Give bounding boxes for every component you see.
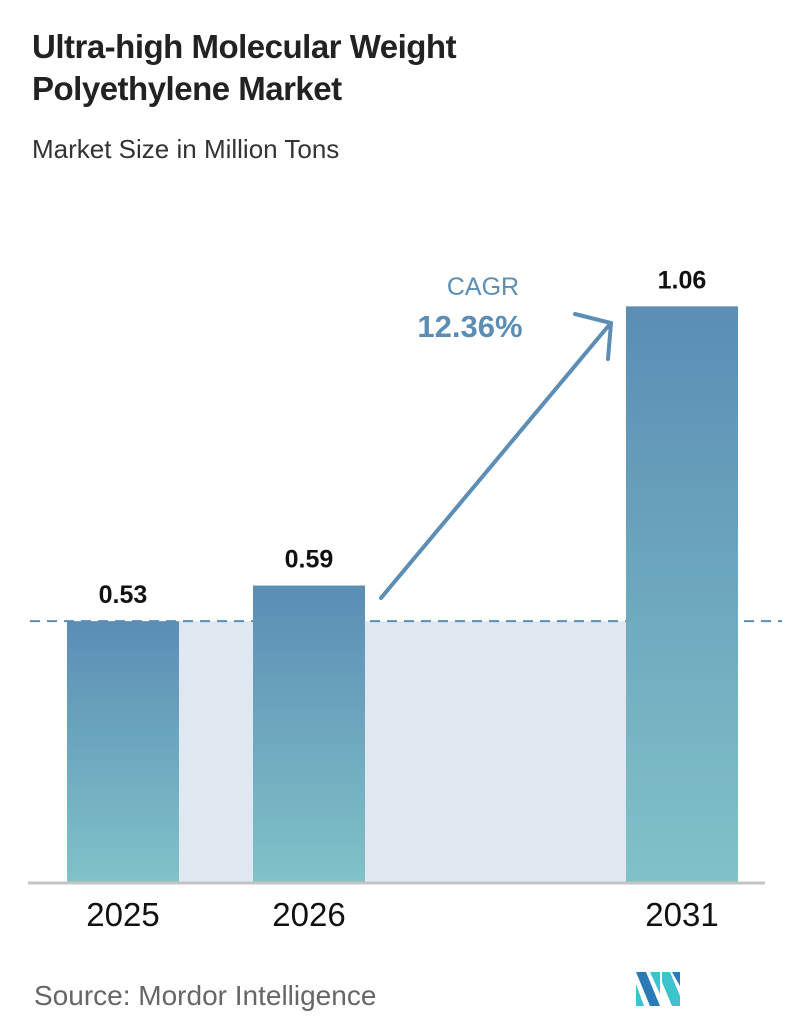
chart-title: Ultra-high Molecular Weight Polyethylene… — [32, 28, 457, 107]
bar-2026 — [253, 585, 365, 882]
source-note: Source: Mordor Intelligence — [34, 980, 377, 1011]
chart-subtitle: Market Size in Million Tons — [32, 134, 340, 164]
x-tick-2031: 2031 — [645, 896, 718, 933]
cagr-arrow — [379, 312, 614, 600]
mordor-logo — [636, 972, 680, 1006]
bar-2031 — [626, 306, 738, 882]
bar-2025 — [67, 621, 179, 882]
cagr-label: CAGR — [447, 273, 519, 301]
x-tick-2025: 2025 — [86, 896, 159, 933]
data-label-2026: 0.59 — [285, 546, 334, 574]
data-label-2025: 0.53 — [99, 581, 148, 609]
x-tick-2026: 2026 — [272, 896, 345, 933]
data-label-2031: 1.06 — [658, 266, 707, 294]
cagr-value: 12.36% — [417, 309, 522, 344]
reference-band — [179, 621, 626, 882]
